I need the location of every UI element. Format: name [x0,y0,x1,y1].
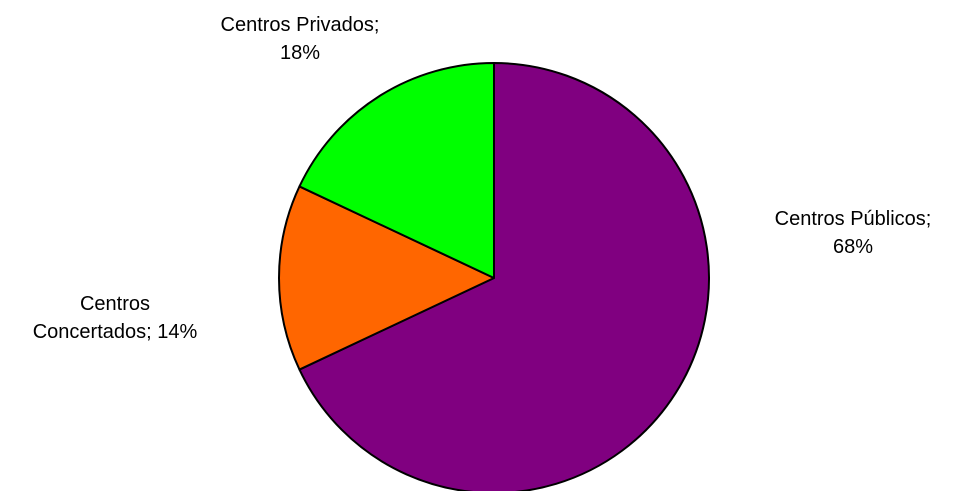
slice-label-centros-publicos: Centros Públicos; 68% [748,205,956,261]
slice-label-centros-publicos-line1: Centros Públicos; [774,208,932,230]
slice-label-centros-privados: Centros Privados; 18% [195,11,405,67]
slice-label-centros-privados-line2: 18% [279,42,321,64]
pie-slice-centros-concertados [277,185,495,371]
pie-slice-centros-privados [298,62,495,279]
slice-label-centros-concertados: Centros Concertados; 14% [10,290,220,346]
slice-label-centros-concertados-line1: Centros [79,293,151,315]
slice-label-centros-privados-line1: Centros Privados; [220,14,380,36]
slice-label-centros-publicos-line2: 68% [832,236,874,258]
pie-slices [277,62,710,491]
pie-slice-centros-publicos [298,62,710,491]
slice-label-centros-concertados-line2: Concertados; 14% [32,321,198,343]
